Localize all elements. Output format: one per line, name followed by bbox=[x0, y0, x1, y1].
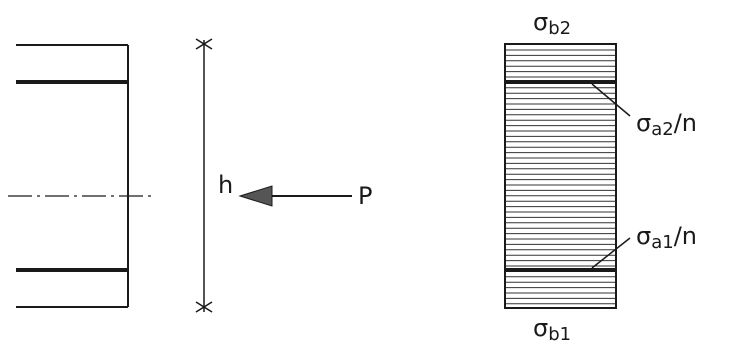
stress-block-outline bbox=[504, 43, 617, 309]
sigma-a2-subscript: a2 bbox=[651, 119, 673, 140]
stress-hatching bbox=[506, 49, 615, 305]
sigma-a2-symbol: σ bbox=[636, 109, 651, 137]
load-arrowhead bbox=[238, 185, 273, 207]
cross-section bbox=[8, 44, 156, 308]
height-dimension: h bbox=[195, 38, 233, 313]
dimension-tick-top-b bbox=[195, 38, 213, 50]
sigma-b2-subscript: b2 bbox=[548, 18, 571, 39]
sigma-b1-symbol: σ bbox=[533, 314, 548, 342]
sigma-a1-n-label: σa1/n bbox=[636, 222, 697, 253]
sigma-b1-subscript: b1 bbox=[548, 324, 571, 345]
sigma-b2-symbol: σ bbox=[533, 8, 548, 36]
sigma-a1-subscript: a1 bbox=[651, 232, 673, 253]
stress-distribution bbox=[504, 43, 631, 309]
height-label: h bbox=[218, 171, 233, 199]
sigma-a2-suffix: /n bbox=[674, 109, 697, 137]
sigma-b1-label: σb1 bbox=[533, 314, 571, 345]
sigma-a1-suffix: /n bbox=[674, 222, 697, 250]
load-label: P bbox=[358, 182, 372, 210]
leader-sigma-a1 bbox=[591, 237, 631, 269]
sigma-a2-n-label: σa2/n bbox=[636, 109, 697, 140]
dimension-tick-bottom-b bbox=[195, 301, 213, 313]
leader-sigma-a2 bbox=[591, 83, 631, 117]
sigma-a1-symbol: σ bbox=[636, 222, 651, 250]
load-arrow: P bbox=[238, 182, 372, 210]
sigma-b2-label: σb2 bbox=[533, 8, 571, 39]
